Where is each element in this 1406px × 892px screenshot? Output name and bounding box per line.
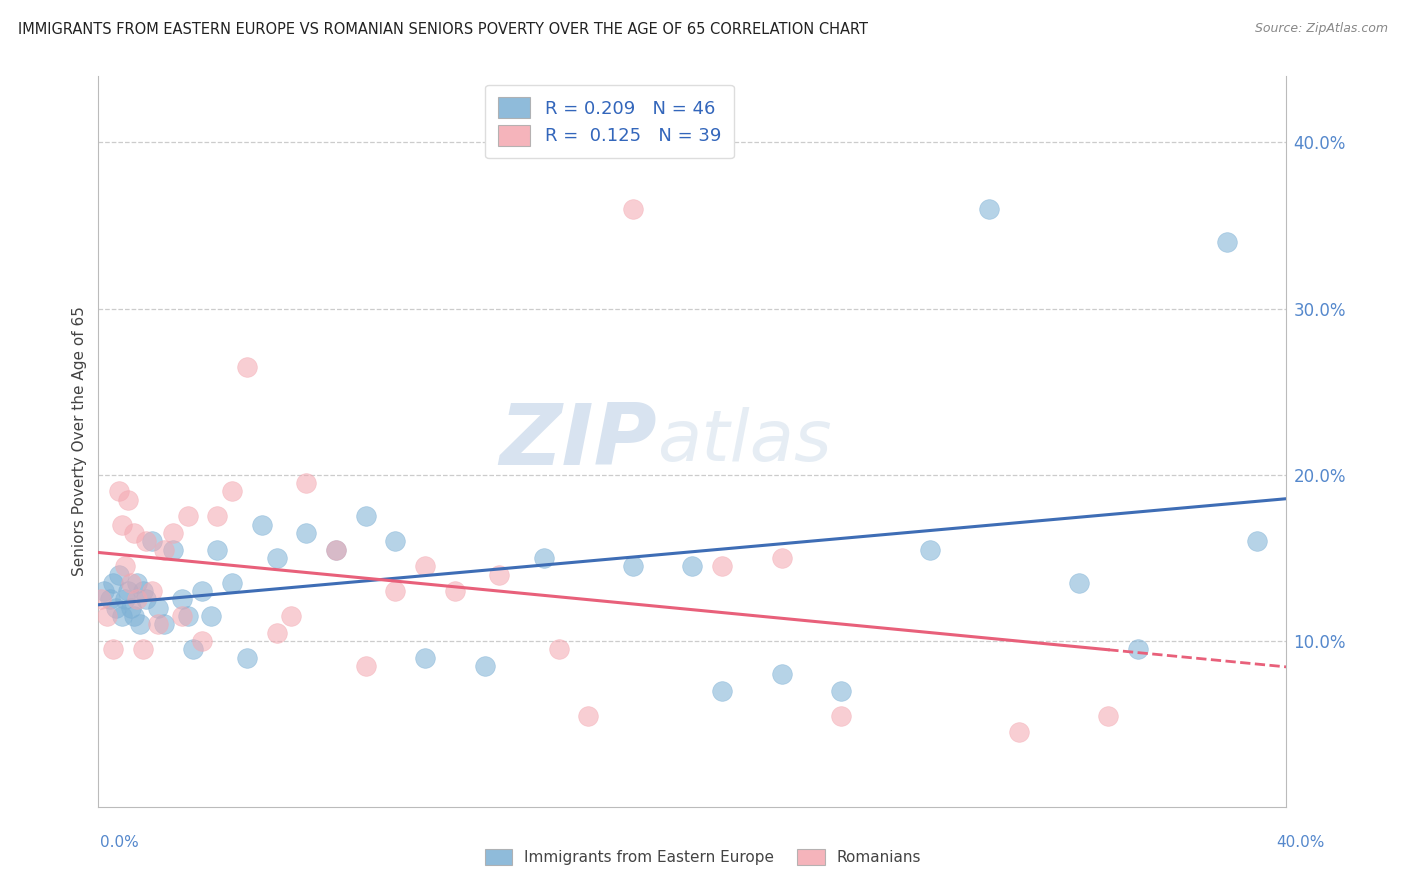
- Point: [236, 650, 259, 665]
- Point: [122, 609, 145, 624]
- Point: [533, 550, 555, 565]
- Point: [108, 567, 131, 582]
- Point: [443, 584, 465, 599]
- Point: [621, 559, 644, 574]
- Point: [117, 584, 139, 599]
- Point: [191, 634, 214, 648]
- Point: [125, 592, 148, 607]
- Point: [830, 708, 852, 723]
- Point: [111, 517, 134, 532]
- Point: [120, 575, 142, 590]
- Point: [98, 592, 121, 607]
- Point: [170, 609, 193, 624]
- Point: [354, 659, 377, 673]
- Point: [129, 617, 152, 632]
- Text: IMMIGRANTS FROM EASTERN EUROPE VS ROMANIAN SENIORS POVERTY OVER THE AGE OF 65 CO: IMMIGRANTS FROM EASTERN EUROPE VS ROMANI…: [18, 22, 869, 37]
- Point: [162, 525, 184, 540]
- Point: [413, 650, 436, 665]
- Point: [176, 609, 198, 624]
- Point: [141, 584, 163, 599]
- Text: atlas: atlas: [657, 407, 831, 476]
- Point: [103, 575, 125, 590]
- Point: [176, 509, 198, 524]
- Point: [93, 584, 115, 599]
- Point: [1216, 235, 1239, 249]
- Point: [280, 609, 302, 624]
- Point: [770, 667, 793, 681]
- Legend: Immigrants from Eastern Europe, Romanians: Immigrants from Eastern Europe, Romanian…: [478, 843, 928, 871]
- Point: [920, 542, 942, 557]
- Point: [681, 559, 703, 574]
- Point: [205, 509, 228, 524]
- Point: [108, 484, 131, 499]
- Point: [1097, 708, 1119, 723]
- Point: [132, 642, 155, 657]
- Point: [578, 708, 600, 723]
- Point: [114, 559, 136, 574]
- Point: [90, 592, 112, 607]
- Point: [125, 575, 148, 590]
- Point: [325, 542, 347, 557]
- Y-axis label: Seniors Poverty Over the Age of 65: Seniors Poverty Over the Age of 65: [72, 307, 87, 576]
- Point: [1067, 575, 1090, 590]
- Point: [96, 609, 118, 624]
- Point: [1126, 642, 1149, 657]
- Point: [488, 567, 510, 582]
- Point: [132, 584, 155, 599]
- Point: [384, 534, 406, 549]
- Point: [200, 609, 222, 624]
- Point: [621, 202, 644, 216]
- Point: [236, 359, 259, 374]
- Point: [474, 659, 496, 673]
- Point: [152, 542, 174, 557]
- Point: [146, 600, 169, 615]
- Point: [191, 584, 214, 599]
- Point: [770, 550, 793, 565]
- Point: [103, 642, 125, 657]
- Point: [135, 592, 157, 607]
- Point: [135, 534, 157, 549]
- Point: [120, 600, 142, 615]
- Point: [547, 642, 569, 657]
- Text: ZIP: ZIP: [499, 400, 657, 483]
- Point: [221, 484, 243, 499]
- Point: [114, 592, 136, 607]
- Point: [117, 492, 139, 507]
- Point: [979, 202, 1001, 216]
- Point: [105, 600, 128, 615]
- Point: [146, 617, 169, 632]
- Point: [183, 642, 205, 657]
- Point: [295, 525, 318, 540]
- Point: [1246, 534, 1268, 549]
- Text: 0.0%: 0.0%: [100, 836, 139, 850]
- Point: [122, 525, 145, 540]
- Point: [162, 542, 184, 557]
- Point: [266, 625, 288, 640]
- Point: [250, 517, 273, 532]
- Point: [1008, 725, 1031, 739]
- Point: [384, 584, 406, 599]
- Point: [413, 559, 436, 574]
- Text: 40.0%: 40.0%: [1277, 836, 1324, 850]
- Point: [295, 476, 318, 491]
- Point: [354, 509, 377, 524]
- Point: [170, 592, 193, 607]
- Point: [325, 542, 347, 557]
- Point: [711, 684, 734, 698]
- Point: [221, 575, 243, 590]
- Point: [266, 550, 288, 565]
- Point: [711, 559, 734, 574]
- Point: [111, 609, 134, 624]
- Point: [141, 534, 163, 549]
- Text: Source: ZipAtlas.com: Source: ZipAtlas.com: [1254, 22, 1388, 36]
- Point: [205, 542, 228, 557]
- Legend: R = 0.209   N = 46, R =  0.125   N = 39: R = 0.209 N = 46, R = 0.125 N = 39: [485, 85, 734, 158]
- Point: [830, 684, 852, 698]
- Point: [152, 617, 174, 632]
